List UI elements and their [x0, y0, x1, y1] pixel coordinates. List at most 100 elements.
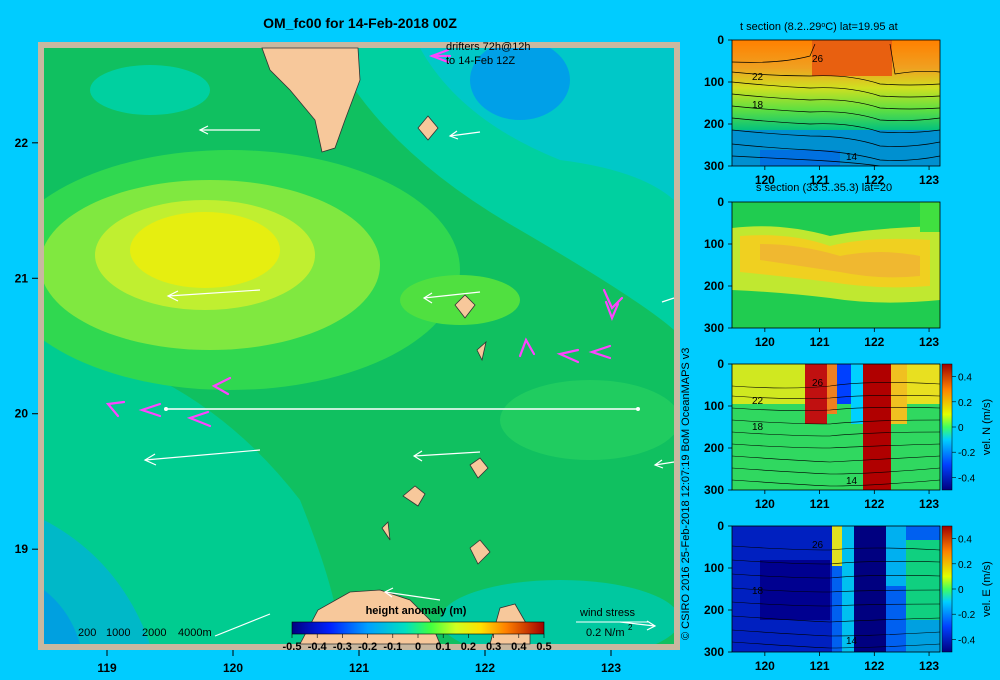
section-x-tick-label: 121 — [810, 173, 830, 187]
colorbar-tick-label: -0.2 — [358, 641, 377, 653]
section-y-tick-label: 100 — [704, 237, 724, 251]
map-x-axis: 119 120 121 122 123 — [97, 650, 621, 675]
section-y-tick-label: 100 — [704, 75, 724, 89]
section-x-tick-label: 122 — [864, 335, 884, 349]
section-y-tick-label: 300 — [704, 483, 724, 497]
vel-colorbar-tick-label: 0.2 — [958, 398, 972, 409]
colorbar-strip — [291, 621, 545, 635]
credit-text: © CSIRO 2016 25-Feb-2018 12:07:19 BoM Oc… — [680, 347, 692, 640]
colorbar-tick-label: -0.3 — [333, 641, 352, 653]
depth-4000: 4000m — [178, 627, 212, 639]
vn-contour-label: 22 — [752, 396, 764, 407]
map-x-tick-label: 121 — [349, 661, 369, 675]
depth-legend: 200 1000 2000 4000m — [78, 627, 212, 639]
section-x-tick-label: 123 — [919, 497, 939, 511]
section-y-tick-label: 0 — [717, 195, 724, 209]
section-x-tick-label: 122 — [864, 173, 884, 187]
vel-colorbar-tick-label: -0.4 — [958, 635, 976, 646]
drifters-label-1: drifters 72h@12h — [446, 41, 531, 53]
vel-colorbar-tick-label: -0.2 — [958, 610, 976, 621]
wind-stress-exponent: 2 — [628, 623, 633, 632]
vn-contour-label: 26 — [812, 378, 824, 389]
vel-e-section-axes: 120 121 122 123 0 100 200 300 — [704, 519, 939, 673]
colorbar-tick-label: 0.3 — [486, 641, 501, 653]
map-x-tick-label: 119 — [97, 661, 117, 675]
drifter-tracks — [105, 48, 624, 428]
t-contour-label: 18 — [752, 100, 764, 111]
colorbar-tick-label: 0.1 — [436, 641, 451, 653]
island — [402, 485, 426, 507]
depth-2000: 2000 — [142, 627, 166, 639]
colorbar-title: height anomaly (m) — [366, 605, 467, 617]
section-y-tick-label: 200 — [704, 117, 724, 131]
island — [381, 521, 391, 541]
wind-stress-value: 0.2 N/m — [586, 627, 625, 639]
section-x-tick-label: 121 — [810, 659, 830, 673]
vel-colorbar-tick-label: 0.2 — [958, 560, 972, 571]
map-y-tick-label: 19 — [15, 542, 29, 556]
island — [454, 294, 476, 319]
section-y-tick-label: 0 — [717, 357, 724, 371]
section-x-tick-label: 123 — [919, 659, 939, 673]
vel-n-colorbar — [941, 363, 953, 491]
section-y-tick-label: 300 — [704, 645, 724, 659]
section-line — [164, 407, 640, 411]
wind-stress-label: wind stress — [579, 607, 636, 619]
vel-colorbar-tick-label: 0.4 — [958, 373, 972, 384]
vel-colorbar-tick-label: -0.4 — [958, 473, 976, 484]
section-x-tick-label: 122 — [864, 659, 884, 673]
map-x-tick-label: 123 — [601, 661, 621, 675]
t-section-panel: t section (8.2..29oC) lat=19.95 at 26 22… — [704, 21, 941, 187]
ve-contour-label: 18 — [752, 586, 764, 597]
vel-n-colorbar-label: vel. N (m/s) — [981, 399, 993, 455]
colorbar-tick-label: 0 — [415, 641, 421, 653]
colorbar-tick-label: 0.4 — [511, 641, 527, 653]
section-y-tick-label: 100 — [704, 399, 724, 413]
colorbar-tick-label: -0.4 — [308, 641, 328, 653]
colorbar-tick-label: 0.2 — [461, 641, 476, 653]
colorbar-tick-label: -0.5 — [283, 641, 302, 653]
section-x-tick-label: 123 — [919, 335, 939, 349]
vn-contour-label: 18 — [752, 422, 764, 433]
island — [469, 457, 489, 479]
section-x-tick-label: 120 — [755, 497, 775, 511]
s-section-axes: 120 121 122 123 0 100 200 300 — [704, 195, 939, 349]
vel-colorbar-tick-label: 0 — [958, 585, 964, 596]
section-x-tick-label: 121 — [810, 497, 830, 511]
vel-n-section-axes: 120 121 122 123 0 100 200 300 — [704, 357, 939, 511]
chart-title: OM_fc00 for 14-Feb-2018 00Z — [263, 15, 457, 31]
t-contour-label: 26 — [812, 54, 824, 65]
t-section-axes: 120 121 122 123 0 100 200 300 — [704, 33, 939, 187]
island — [476, 340, 487, 362]
vel-n-section-panel: 26 22 18 14 120 121 122 123 0 100 200 300 0.4 0.… — [704, 357, 993, 511]
section-x-tick-label: 123 — [919, 173, 939, 187]
s-section-title: s section (33.5..35.3) lat=20 — [756, 182, 892, 194]
section-x-tick-label: 120 — [755, 173, 775, 187]
s-section-panel: s section (33.5..35.3) lat=20 120 121 122 1… — [704, 182, 941, 349]
colorbar-tick-label: 0.5 — [536, 641, 551, 653]
vel-n-colorbar-ticks: 0.4 0.2 0 -0.2 -0.4 — [952, 373, 976, 484]
depth-200: 200 — [78, 627, 96, 639]
section-x-tick-label: 120 — [755, 335, 775, 349]
section-x-tick-label: 122 — [864, 497, 884, 511]
vel-e-colorbar-ticks: 0.4 0.2 0 -0.2 -0.4 — [952, 535, 976, 646]
section-y-tick-label: 200 — [704, 441, 724, 455]
map-x-tick-label: 122 — [475, 661, 495, 675]
vn-contour-label: 14 — [846, 476, 858, 487]
ve-contour-label: 26 — [812, 540, 824, 551]
section-y-tick-label: 200 — [704, 603, 724, 617]
vel-colorbar-tick-label: -0.2 — [958, 448, 976, 459]
ve-contour-label: 14 — [846, 636, 858, 647]
island — [417, 115, 439, 141]
map-y-tick-label: 21 — [15, 271, 29, 285]
vel-colorbar-tick-label: 0.4 — [958, 535, 972, 546]
map-x-tick-label: 120 — [223, 661, 243, 675]
height-colorbar: height anomaly (m) -0.5 -0.4 -0.3 -0.2 -0.1 0… — [283, 605, 552, 653]
current-arrows — [143, 125, 675, 637]
depth-1000: 1000 — [106, 627, 130, 639]
section-x-tick-label: 120 — [755, 659, 775, 673]
section-y-tick-label: 100 — [704, 561, 724, 575]
vel-e-colorbar-label: vel. E (m/s) — [981, 561, 993, 617]
colorbar-ticks: -0.5 -0.4 -0.3 -0.2 -0.1 0 0.1 0.2 0.3 0.4 0.5 — [283, 634, 552, 653]
